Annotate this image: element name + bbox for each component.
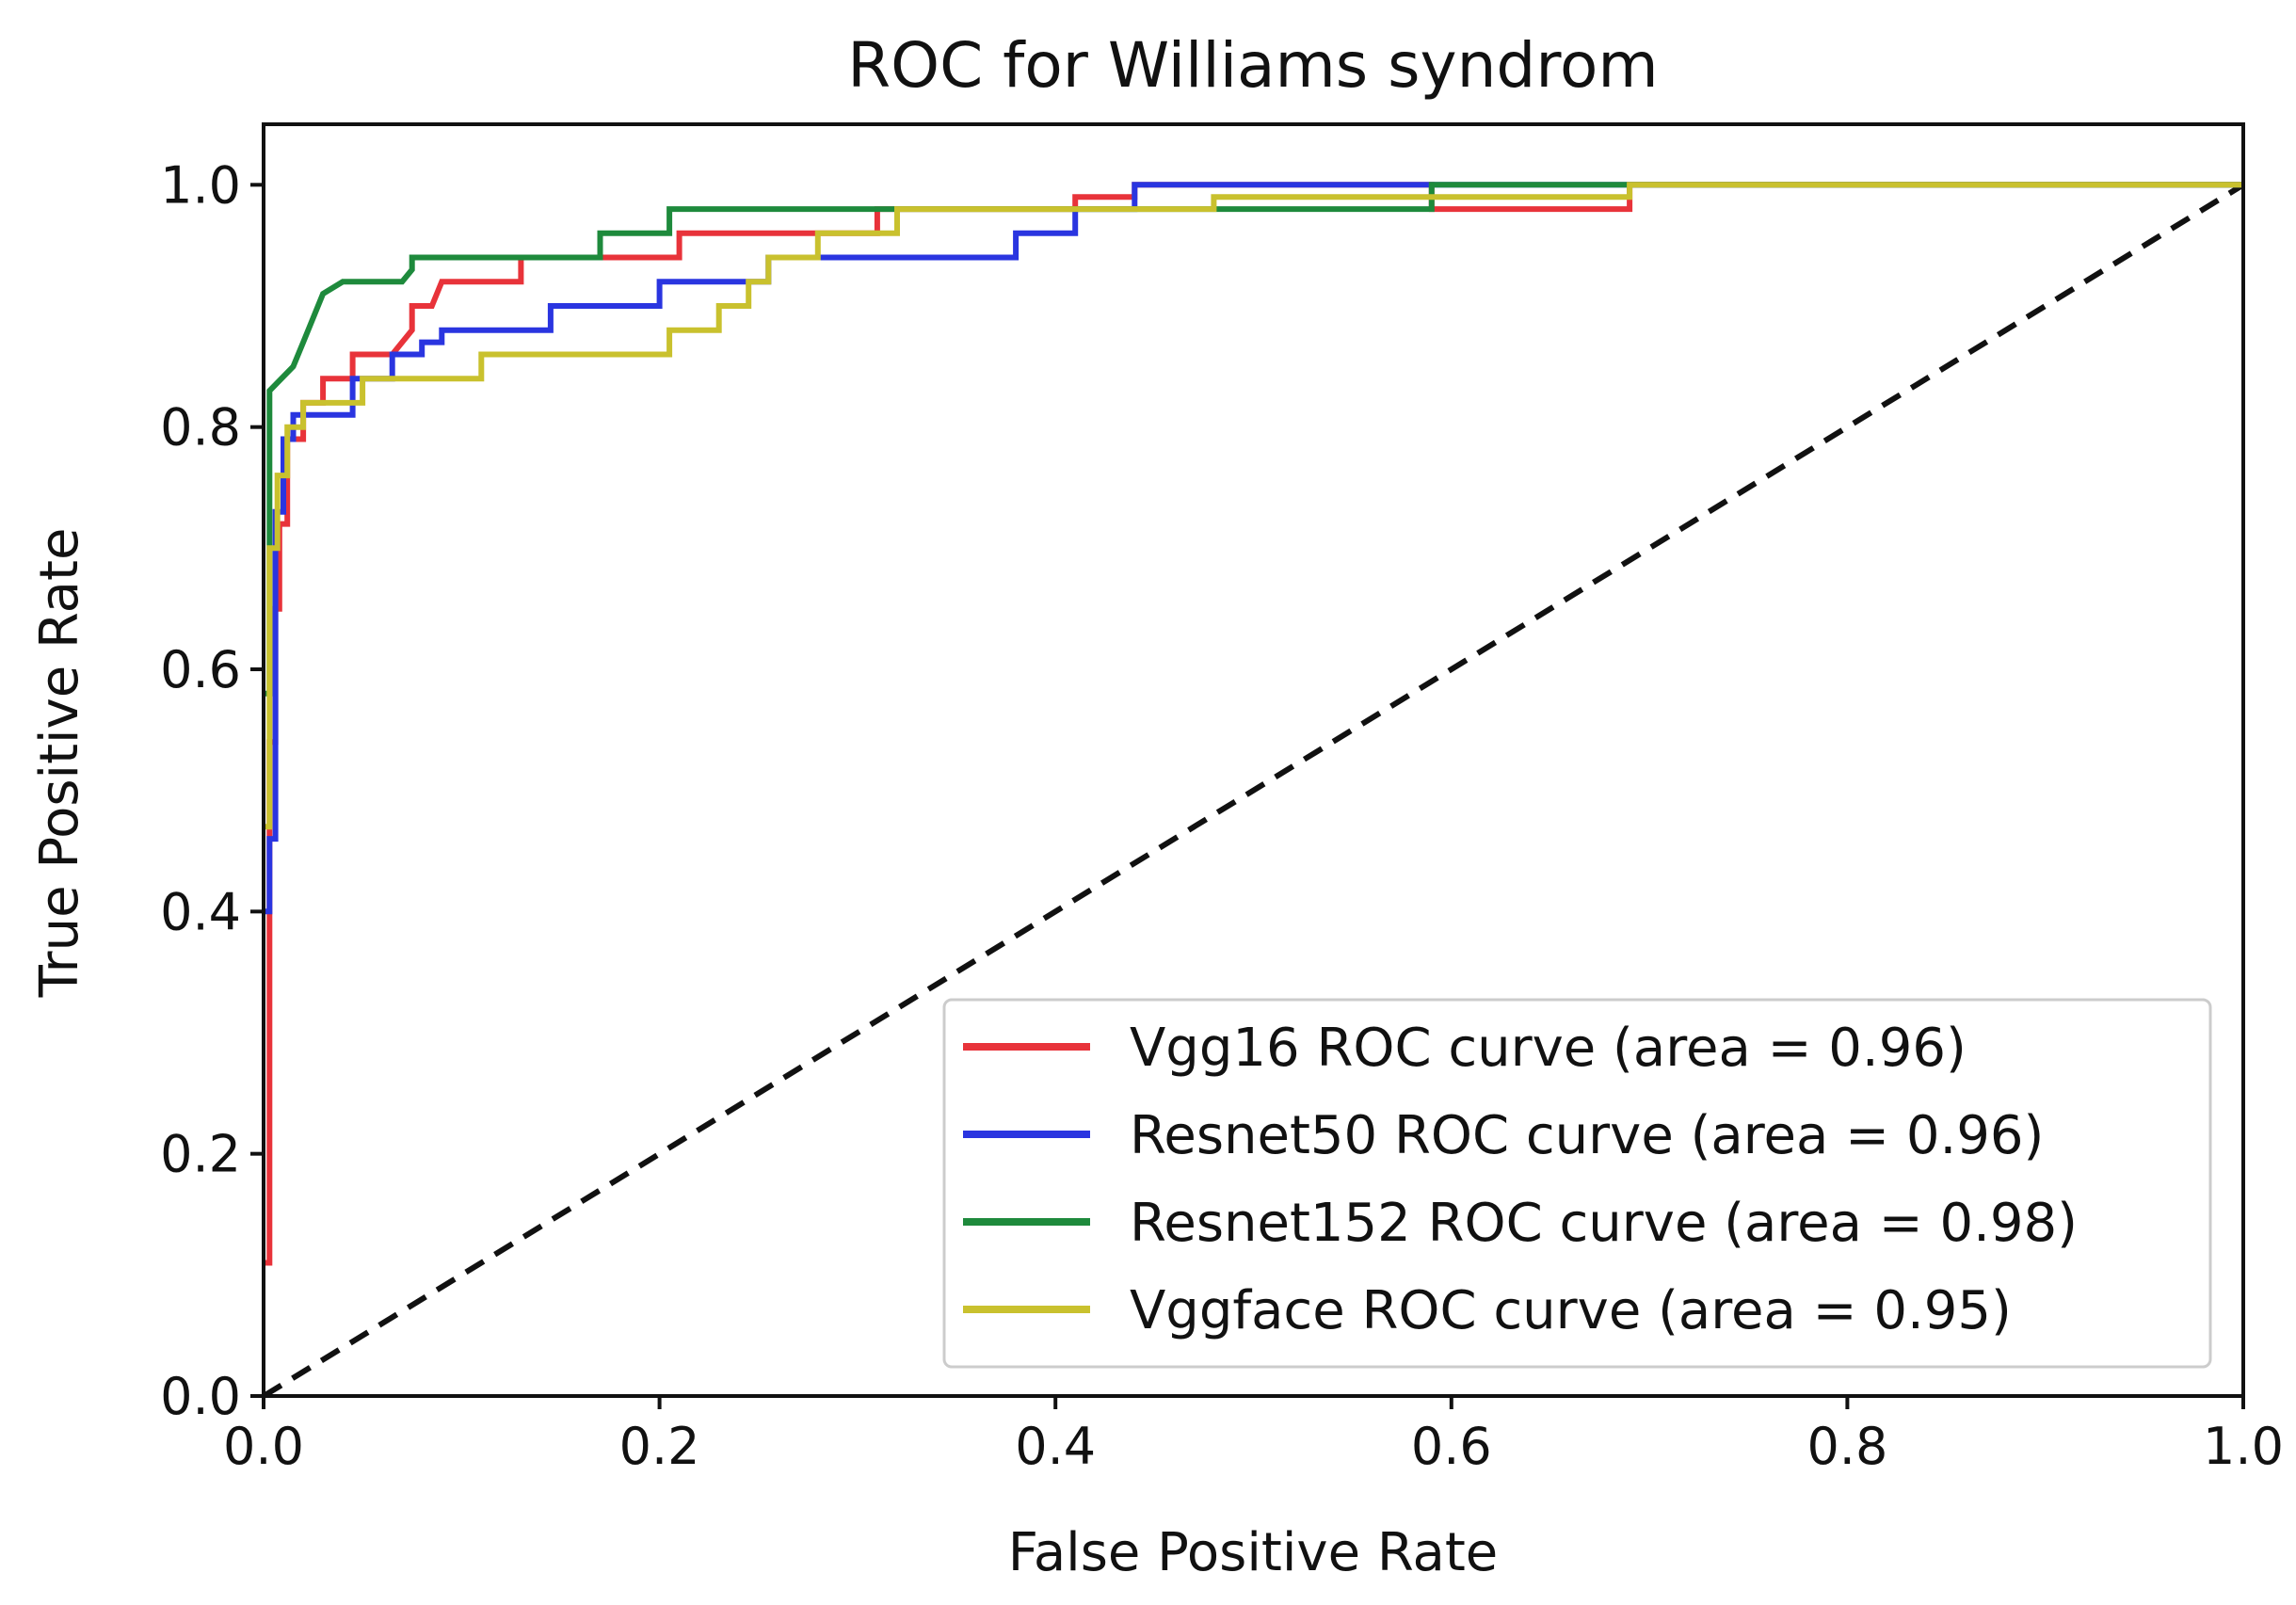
series-line-3 xyxy=(264,182,2243,830)
legend-box xyxy=(942,998,2212,1369)
x-tick-label: 0.6 xyxy=(1411,1417,1492,1476)
series-line-1 xyxy=(264,182,2243,915)
y-tick-label: 0.0 xyxy=(160,1367,241,1426)
y-axis-ticks: 0.0 0.2 0.4 0.6 0.8 1.0 xyxy=(160,155,264,1426)
x-axis-ticks: 0.0 0.2 0.4 0.6 0.8 1.0 xyxy=(223,1396,2284,1476)
x-tick-label: 0.0 xyxy=(223,1417,304,1476)
y-tick-label: 0.8 xyxy=(160,398,241,457)
x-tick-label: 0.2 xyxy=(619,1417,700,1476)
x-tick-label: 0.4 xyxy=(1015,1417,1096,1476)
legend-label-2: Resnet152 ROC curve (area = 0.98) xyxy=(1130,1193,2078,1254)
roc-curves xyxy=(264,182,2243,1266)
y-tick-label: 0.4 xyxy=(160,882,241,941)
legend-label-1: Resnet50 ROC curve (area = 0.96) xyxy=(1130,1105,2044,1166)
y-tick-label: 1.0 xyxy=(160,155,241,215)
y-axis-label: True Positive Rate xyxy=(29,528,90,999)
x-axis-label: False Positive Rate xyxy=(1008,1522,1498,1583)
y-tick-label: 0.6 xyxy=(160,640,241,699)
plot-frame xyxy=(262,122,2245,1398)
x-tick-label: 1.0 xyxy=(2203,1417,2284,1476)
series-line-2 xyxy=(264,182,2243,697)
chart-title: ROC for Williams syndrom xyxy=(847,29,1658,102)
legend-items: Vgg16 ROC curve (area = 0.96) Resnet50 RO… xyxy=(963,1018,2078,1341)
legend-label-3: Vggface ROC curve (area = 0.95) xyxy=(1130,1280,2012,1341)
chance-diagonal-line xyxy=(262,182,2245,1399)
y-tick-label: 0.2 xyxy=(160,1125,241,1184)
plot-area: 0.0 0.2 0.4 0.6 0.8 1.0 0.0 0.2 0.4 0.6 0.8 1.0 xyxy=(160,122,2284,1476)
legend-label-0: Vgg16 ROC curve (area = 0.96) xyxy=(1130,1018,1967,1079)
legend: Vgg16 ROC curve (area = 0.96) Resnet50 RO… xyxy=(942,998,2212,1369)
x-tick-label: 0.8 xyxy=(1806,1417,1887,1476)
